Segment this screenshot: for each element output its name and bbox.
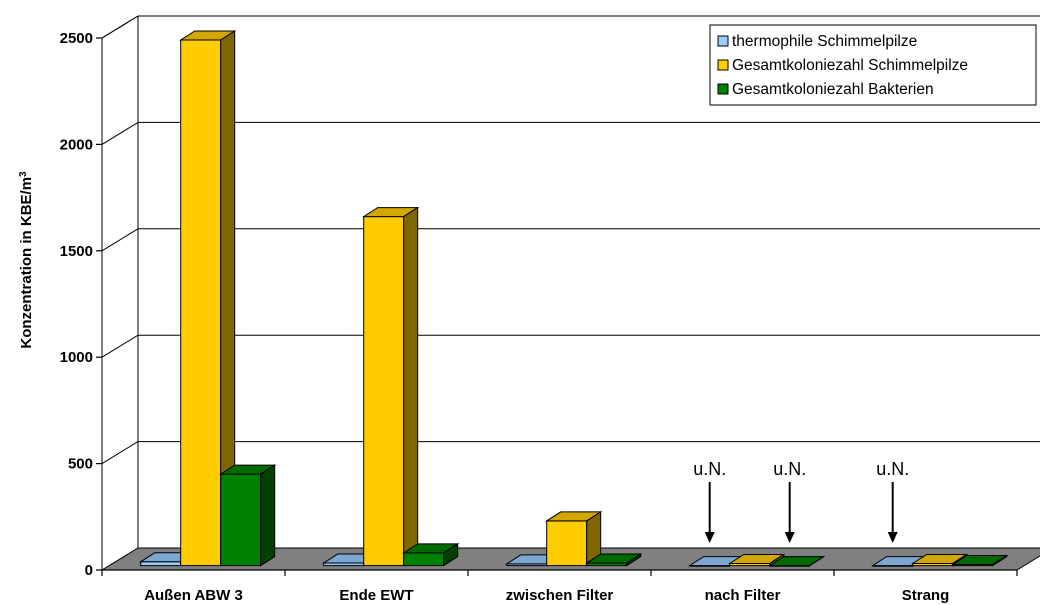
annotations-group: u.N. u.N. u.N.	[693, 459, 909, 543]
gridline-side	[101, 121, 139, 145]
x-tick-label: nach Filter	[705, 587, 781, 604]
y-tick-label: 1500	[60, 243, 93, 260]
x-tick-label: Ende EWT	[339, 587, 413, 604]
x-tick-label: zwischen Filter	[506, 587, 614, 604]
bar	[544, 510, 603, 567]
x-tick-label: Strang	[902, 587, 950, 604]
x-tick-label: Außen ABW 3	[144, 587, 243, 604]
bar-side	[260, 464, 276, 567]
y-tick-label: 2000	[60, 136, 93, 153]
bar-front	[180, 39, 222, 567]
x-axis: Außen ABW 3 Ende EWT zwischen Filter nach F…	[101, 569, 1018, 604]
bar	[401, 542, 460, 567]
bar-side	[403, 206, 419, 567]
legend-box	[709, 24, 1037, 106]
y-tick-label: 2500	[60, 30, 93, 47]
legend-swatch	[717, 59, 729, 71]
chart-walls	[101, 15, 1040, 570]
bar-side	[992, 554, 1008, 567]
bars-group	[138, 30, 1009, 567]
bar	[950, 554, 1009, 567]
bar-front	[363, 216, 405, 567]
bar-side	[443, 542, 459, 567]
legend-label: Gesamtkoloniezahl Bakterien	[732, 81, 934, 98]
bar	[361, 206, 420, 567]
annotation-label: u.N.	[773, 459, 806, 479]
bar-front	[140, 561, 182, 567]
y-axis-label: Konzentration in KBE/m3	[18, 171, 36, 349]
legend-swatch	[717, 35, 729, 47]
legend: thermophile Schimmelpilze Gesamtkolonieza…	[709, 24, 1037, 106]
annotation-arrow-head	[784, 532, 795, 543]
legend-swatch	[717, 83, 729, 95]
gridline-side	[101, 441, 139, 465]
annotation-label: u.N.	[693, 459, 726, 479]
annotation-label: u.N.	[876, 459, 909, 479]
bar	[584, 553, 643, 567]
y-tick-label: 1000	[60, 349, 93, 366]
bar	[218, 464, 277, 567]
legend-label: Gesamtkoloniezahl Schimmelpilze	[732, 57, 968, 74]
annotation-arrow-head	[887, 532, 898, 543]
legend-label: thermophile Schimmelpilze	[732, 33, 917, 50]
bar-front	[403, 552, 445, 567]
bar	[727, 553, 786, 567]
bar-front	[220, 473, 262, 567]
bar-side	[626, 553, 642, 567]
gridline-side	[101, 228, 139, 252]
bar-side	[809, 556, 824, 567]
gridline-side	[101, 15, 139, 39]
annotation-arrow-head	[704, 532, 715, 543]
y-tick-label: 0	[85, 562, 93, 579]
bar-front	[546, 520, 588, 567]
y-tick-label: 500	[68, 456, 93, 473]
y-axis: 0 500 1000 1500 2000 2500	[60, 30, 102, 579]
bar	[767, 556, 826, 567]
gridline-side	[101, 334, 139, 358]
